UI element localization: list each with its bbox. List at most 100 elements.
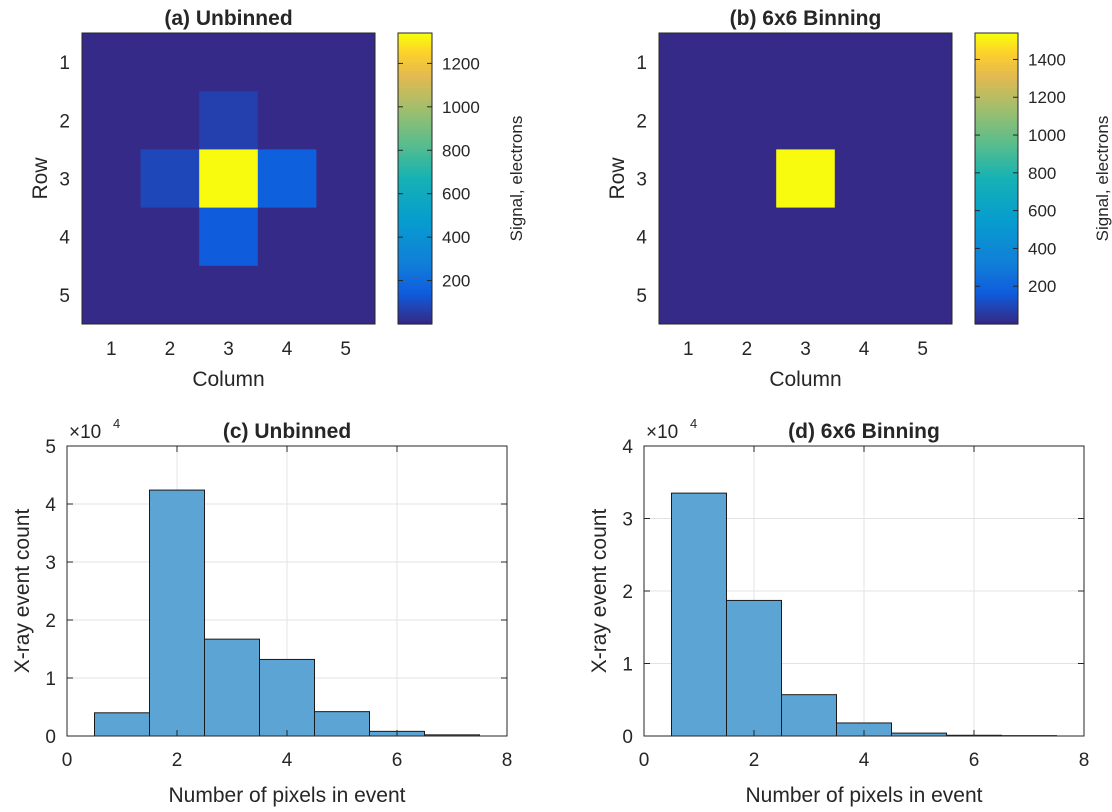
colorbar-band [398,219,432,223]
colorbar-band [975,175,1018,180]
colorbar-band [398,41,432,46]
heatmap-cell [257,33,317,92]
colorbar-tick-label: 600 [442,185,470,204]
colorbar-band [398,233,432,238]
colorbar-band [975,140,1018,145]
colorbar-label: Signal, electrons [1093,116,1112,242]
colorbar-band [975,291,1018,296]
heatmap-cell [199,91,259,150]
colorbar-band [398,262,432,267]
colorbar-band [398,169,432,174]
colorbar-tick-label: 400 [442,228,470,247]
colorbar-band [398,257,432,261]
colorbar-band [975,50,1018,54]
y-tick-label: 4 [622,437,633,458]
y-tick-label: 5 [636,286,647,307]
colorbar-band [975,294,1018,299]
colorbar-band [975,33,1018,37]
colorbar-band [398,73,432,78]
colorbar-band [975,38,1018,43]
colorbar-band [398,274,432,279]
colorbar-band [398,129,432,133]
colorbar-band [398,265,432,270]
y-tick-label: 3 [636,170,647,191]
colorbar-band [975,137,1018,142]
colorbar-band [398,248,432,252]
heatmap-cell [316,91,376,150]
colorbar-band [398,207,432,212]
colorbar-band [975,88,1018,92]
colorbar-band [975,158,1018,162]
heatmap-cell [893,265,953,325]
colorbar-band [398,242,432,247]
heatmap-cell [776,149,836,209]
colorbar-band [398,155,432,159]
colorbar-band [398,131,432,136]
chart-title: (b) 6x6 Binning [730,7,882,30]
heatmap-cell [199,33,259,92]
x-axis-label: Column [769,368,841,391]
colorbar-band [398,56,432,60]
y-axis-label: X-ray event count [588,509,611,674]
heatmap-cell [834,33,894,92]
y-tick-label: 1 [59,53,70,74]
colorbar-tick-label: 1200 [442,54,480,73]
colorbar-band [975,283,1018,287]
colorbar: 200 400 600 800 1000 1200 Signal, electrons [397,32,526,325]
heatmap-cell [717,91,777,150]
colorbar-band [398,175,432,180]
colorbar-band [975,318,1018,322]
colorbar-band [398,146,432,150]
colorbar-band [975,149,1018,153]
x-axis-label: Number of pixels in event [169,784,406,807]
histogram-3: 0 2 4 6 8 0 1 2 3 4 ×10 4 (d) 6x6 Binning Number of p… [588,416,1089,807]
colorbar-band [398,172,432,177]
colorbar-band [398,204,432,209]
colorbar-band [975,166,1018,171]
heatmap-0: 1 2 3 4 5 1 2 3 4 5 (a) Unbinned Column Row 200 400 600… [29,7,526,391]
colorbar-band [975,198,1018,203]
colorbar-band [975,207,1018,212]
heatmap-cell [834,149,894,209]
colorbar-band [398,190,432,194]
colorbar-band [398,94,432,98]
colorbar-band [975,67,1018,72]
x-tick-label: 0 [639,750,650,771]
colorbar-band [398,271,432,276]
histogram-bar [314,711,370,737]
heatmap-cell [140,207,200,267]
colorbar-band [975,123,1018,127]
colorbar-band [975,210,1018,215]
x-tick-label: 4 [859,750,870,771]
heatmap-cell [776,207,836,267]
heatmap-cell [199,265,259,325]
histogram-bar [259,658,315,737]
colorbar-band [975,163,1018,168]
colorbar-band [975,82,1018,86]
histogram-bar [671,492,727,737]
colorbar-band [398,35,432,40]
colorbar-band [398,152,432,156]
colorbar-band [398,158,432,162]
heatmap-cell [82,265,142,325]
colorbar-tick-label: 400 [1028,239,1056,258]
colorbar-band [975,297,1018,302]
histogram-bar [149,489,205,737]
colorbar-label: Signal, electrons [507,116,526,242]
colorbar-band [975,99,1018,104]
colorbar-band [975,79,1018,84]
colorbar-band [398,85,432,89]
y-tick-label: 5 [59,286,70,307]
x-tick-label: 4 [282,750,293,771]
y-axis-label: X-ray event count [11,509,34,674]
colorbar-band [398,123,432,127]
colorbar-band [398,216,432,220]
colorbar-band [975,181,1018,185]
heatmap-cell [893,91,953,150]
colorbar-band [398,65,432,69]
colorbar-band [975,117,1018,121]
colorbar-band [975,213,1018,217]
heatmap-cell [776,91,836,150]
colorbar-band [975,114,1018,118]
heatmap-cell [834,265,894,325]
